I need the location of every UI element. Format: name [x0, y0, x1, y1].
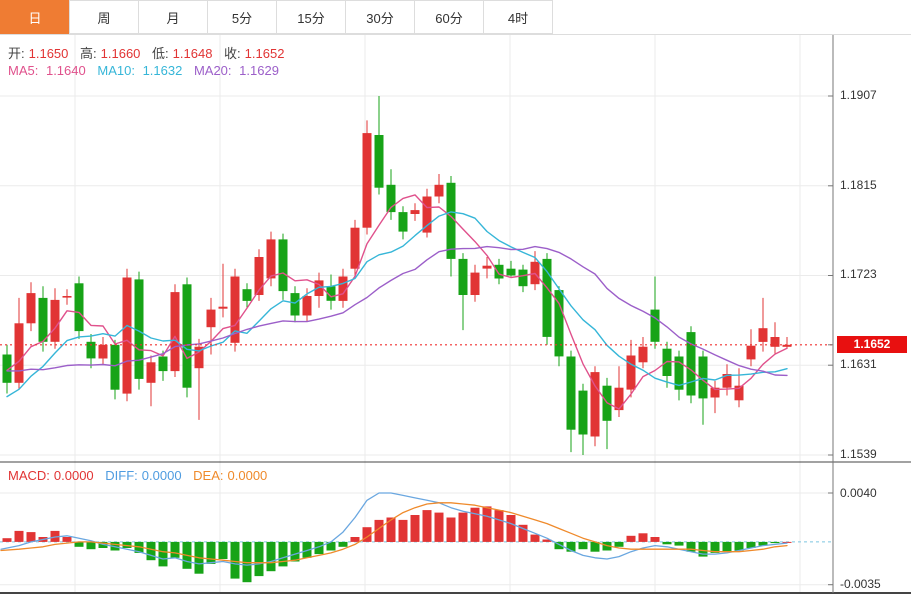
macd-value: 0.0000	[53, 468, 94, 483]
axis-label-macd-high: 0.0040	[840, 486, 877, 500]
current-price-badge: 1.1652	[837, 336, 907, 353]
ma20-label: MA20:	[193, 63, 232, 78]
ma10-line	[6, 211, 788, 398]
close-label: 收:	[224, 46, 241, 61]
tab-5min[interactable]: 5分	[207, 0, 277, 34]
close-value: 1.1652	[244, 46, 285, 61]
axis-label-macd-low: -0.0035	[840, 577, 881, 591]
low-value: 1.1648	[172, 46, 213, 61]
macd-label: MACD:	[8, 468, 50, 483]
tab-month[interactable]: 月	[138, 0, 208, 34]
ma5-value: 1.1640	[45, 63, 86, 78]
tab-15min[interactable]: 15分	[276, 0, 346, 34]
dea-line	[0, 502, 788, 564]
ma10-value: 1.1632	[142, 63, 183, 78]
y-axis	[828, 34, 834, 593]
ohlc-readout: 开: 1.1650 高: 1.1660 低: 1.1648 收: 1.1652	[8, 43, 292, 62]
ma-readout: MA5: 1.1640 MA10: 1.1632 MA20: 1.1629	[8, 63, 287, 78]
diff-label: DIFF:	[105, 468, 138, 483]
high-label: 高:	[80, 46, 97, 61]
ma5-label: MA5:	[8, 63, 39, 78]
open-label: 开:	[8, 46, 25, 61]
axis-label-price-5: 1.1539	[840, 447, 877, 461]
tab-60min[interactable]: 60分	[414, 0, 484, 34]
ma5-line	[6, 194, 788, 410]
dea-value: 0.0000	[227, 468, 268, 483]
tab-4hour[interactable]: 4时	[483, 0, 553, 34]
axis-label-price-4: 1.1631	[840, 357, 877, 371]
dea-label: DEA:	[193, 468, 224, 483]
ma20-value: 1.1629	[239, 63, 279, 78]
axis-label-price-1: 1.1907	[840, 88, 877, 102]
ma20-line	[6, 245, 788, 377]
diff-line	[0, 492, 788, 566]
ma10-label: MA10:	[97, 63, 135, 78]
macd-histogram	[2, 506, 792, 583]
tab-30min[interactable]: 30分	[345, 0, 415, 34]
axis-label-price-2: 1.1815	[840, 178, 877, 192]
high-value: 1.1660	[100, 46, 141, 61]
axis-label-price-3: 1.1723	[840, 267, 877, 281]
tab-day[interactable]: 日	[0, 0, 70, 34]
candles	[2, 96, 792, 455]
period-tabbar: 日 周 月 5分 15分 30分 60分 4时	[0, 0, 911, 35]
diff-value: 0.0000	[141, 468, 182, 483]
open-value: 1.1650	[28, 46, 69, 61]
tab-week[interactable]: 周	[69, 0, 139, 34]
low-label: 低:	[152, 46, 169, 61]
macd-readout: MACD: 0.0000 DIFF: 0.0000 DEA: 0.0000	[8, 468, 275, 483]
